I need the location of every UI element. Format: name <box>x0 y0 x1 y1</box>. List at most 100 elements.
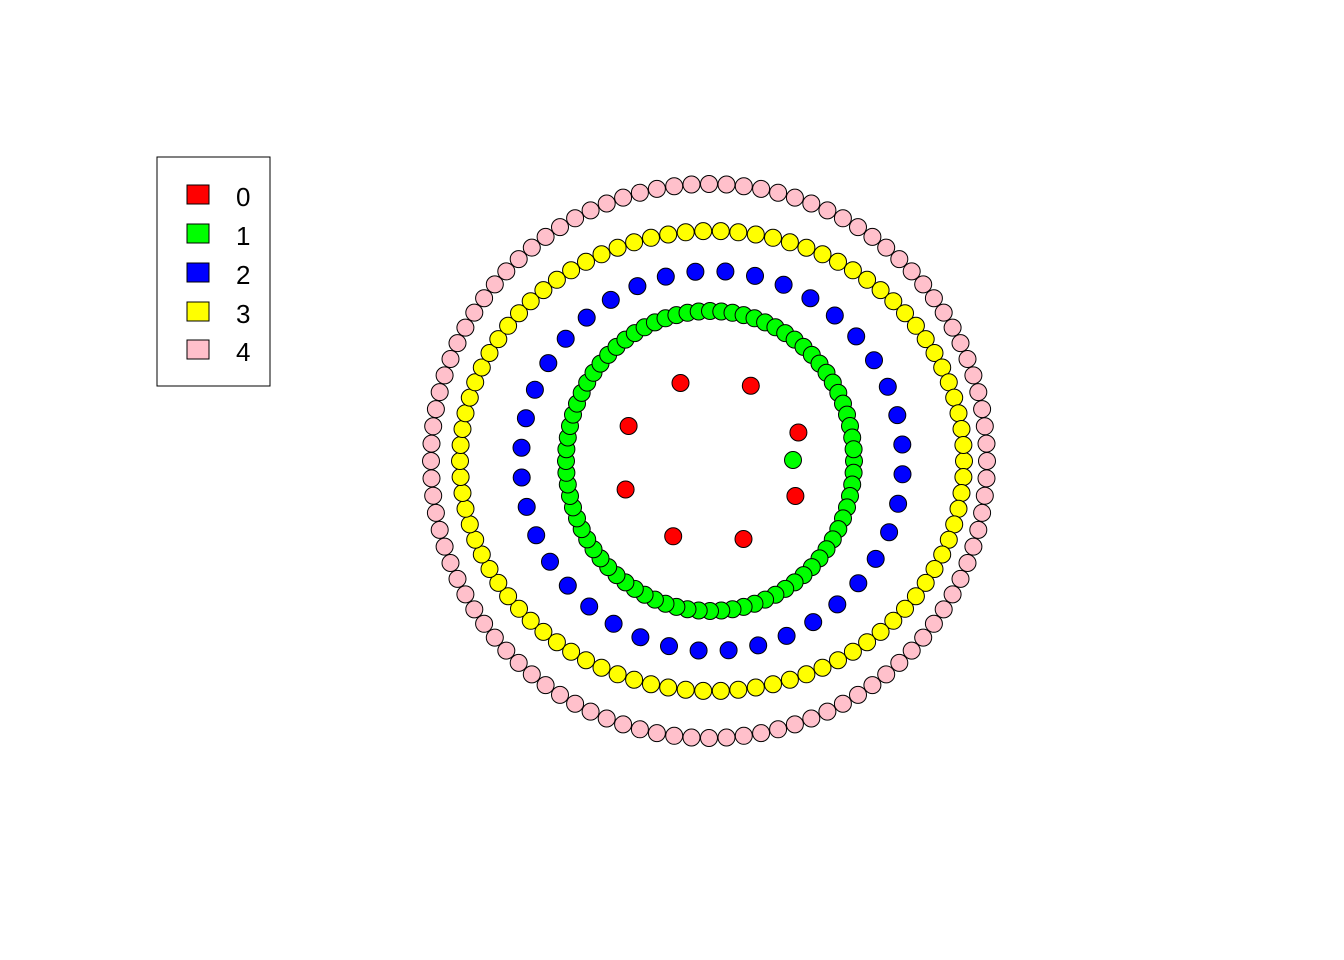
point-group-2 <box>889 494 908 513</box>
point-group-2 <box>865 351 883 370</box>
point-group-4 <box>614 715 633 734</box>
point-group-3 <box>592 245 611 264</box>
legend-entry-1: 1 <box>186 221 250 251</box>
point-group-2 <box>888 406 907 425</box>
point-group-4 <box>456 585 475 604</box>
point-group-4 <box>934 303 953 322</box>
point-group-3 <box>547 633 566 652</box>
point-group-2 <box>527 526 546 545</box>
point-group-4 <box>665 726 684 745</box>
point-group-4 <box>700 175 718 193</box>
point-group-4 <box>522 665 541 684</box>
point-group-4 <box>975 417 994 436</box>
point-group-3 <box>694 222 713 241</box>
point-group-0 <box>786 487 805 505</box>
point-group-4 <box>465 303 484 322</box>
point-group-3 <box>829 252 847 271</box>
point-group-4 <box>734 177 753 196</box>
point-group-4 <box>497 641 516 660</box>
point-group-2 <box>539 354 558 373</box>
point-group-4 <box>422 469 441 488</box>
legend-swatch-3 <box>186 301 210 322</box>
point-group-3 <box>764 675 782 694</box>
point-group-3 <box>711 681 730 700</box>
point-group-4 <box>914 628 933 647</box>
point-group-3 <box>676 223 695 242</box>
point-group-3 <box>451 468 470 486</box>
point-group-2 <box>512 438 531 457</box>
point-group-4 <box>769 720 788 739</box>
point-group-3 <box>534 622 553 641</box>
point-group-3 <box>729 223 748 242</box>
legend-swatch-4 <box>186 339 210 360</box>
point-group-4 <box>551 218 569 237</box>
point-group-3 <box>451 452 469 470</box>
point-group-2 <box>849 574 868 593</box>
legend-entry-3: 3 <box>186 299 250 329</box>
point-group-3 <box>952 484 971 502</box>
ring-group-2 <box>512 262 912 660</box>
point-group-3 <box>547 270 566 289</box>
point-group-4 <box>682 175 701 194</box>
legend-swatch-1 <box>186 223 210 244</box>
point-group-3 <box>472 358 491 377</box>
point-group-0 <box>619 417 638 435</box>
point-group-4 <box>978 452 996 470</box>
point-group-2 <box>525 380 544 399</box>
point-group-3 <box>858 633 877 652</box>
point-group-4 <box>497 262 516 281</box>
point-group-4 <box>441 554 460 572</box>
legend-label-2: 2 <box>236 260 250 290</box>
point-group-3 <box>521 292 540 311</box>
point-group-3 <box>608 238 627 257</box>
point-group-2 <box>516 409 535 428</box>
point-group-3 <box>480 560 499 578</box>
point-group-3 <box>659 678 678 697</box>
point-group-3 <box>510 599 528 618</box>
point-group-0 <box>616 480 635 499</box>
legend-label-1: 1 <box>236 221 250 251</box>
point-group-4 <box>833 694 852 713</box>
point-group-3 <box>843 642 862 661</box>
point-group-4 <box>914 275 933 294</box>
point-group-4 <box>973 400 992 419</box>
point-group-3 <box>510 304 528 323</box>
point-group-2 <box>656 267 675 286</box>
point-group-2 <box>686 262 705 281</box>
point-group-4 <box>717 175 736 194</box>
legend-swatch-2 <box>186 262 210 283</box>
point-group-3 <box>780 670 799 689</box>
point-group-4 <box>566 694 585 713</box>
point-group-3 <box>952 420 971 438</box>
point-group-3 <box>939 530 958 549</box>
point-group-4 <box>630 720 649 739</box>
ring-group-0 <box>616 374 808 548</box>
point-group-4 <box>551 685 569 704</box>
point-group-4 <box>890 653 909 672</box>
point-group-4 <box>943 585 962 604</box>
point-group-4 <box>536 227 555 246</box>
point-group-4 <box>566 209 585 228</box>
point-group-4 <box>975 486 994 505</box>
point-group-2 <box>893 435 912 454</box>
point-group-4 <box>734 726 753 745</box>
point-group-4 <box>849 685 867 704</box>
point-group-3 <box>456 404 475 423</box>
point-group-4 <box>485 275 504 294</box>
point-group-3 <box>608 665 627 684</box>
point-group-4 <box>924 614 943 633</box>
point-group-3 <box>797 238 816 257</box>
point-group-2 <box>556 329 575 348</box>
point-group-3 <box>460 515 479 534</box>
point-group-4 <box>863 227 882 246</box>
point-group-4 <box>849 218 867 237</box>
point-group-4 <box>877 238 896 257</box>
legend-entry-0: 0 <box>186 182 250 212</box>
point-group-3 <box>746 225 765 244</box>
point-group-2 <box>558 576 577 595</box>
point-group-2 <box>825 306 844 325</box>
point-group-3 <box>642 228 660 247</box>
point-group-3 <box>906 316 925 335</box>
point-group-4 <box>509 653 528 672</box>
point-group-4 <box>977 469 996 488</box>
